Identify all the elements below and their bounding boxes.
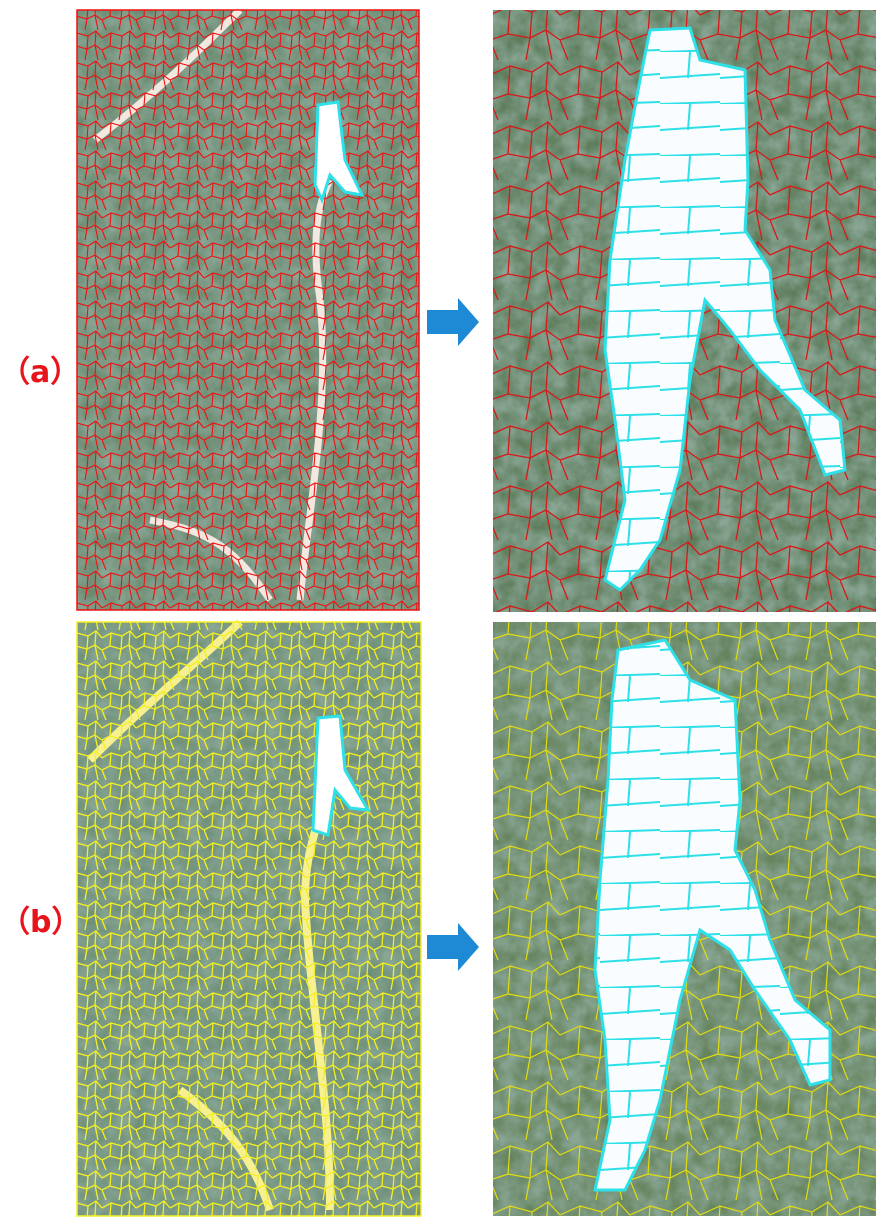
panel-label: （a） xyxy=(0,355,80,390)
panel-b-right xyxy=(493,622,876,1216)
figure: （a） （b） xyxy=(0,0,876,1218)
panel-b-left xyxy=(77,622,421,1216)
body: （a） （b） (() => { const data = JSON.parse… xyxy=(0,0,876,1218)
panel-a-left xyxy=(77,10,419,610)
segment-mesh xyxy=(77,10,419,610)
panel-a-right xyxy=(493,10,876,612)
segment-mesh xyxy=(77,622,421,1216)
arrow xyxy=(427,298,479,346)
arrow xyxy=(427,923,479,971)
page: {"labels": {"a": "（a）", "b": "（b）"}} htm… xyxy=(0,0,876,1218)
panel-label: （b） xyxy=(0,905,81,940)
